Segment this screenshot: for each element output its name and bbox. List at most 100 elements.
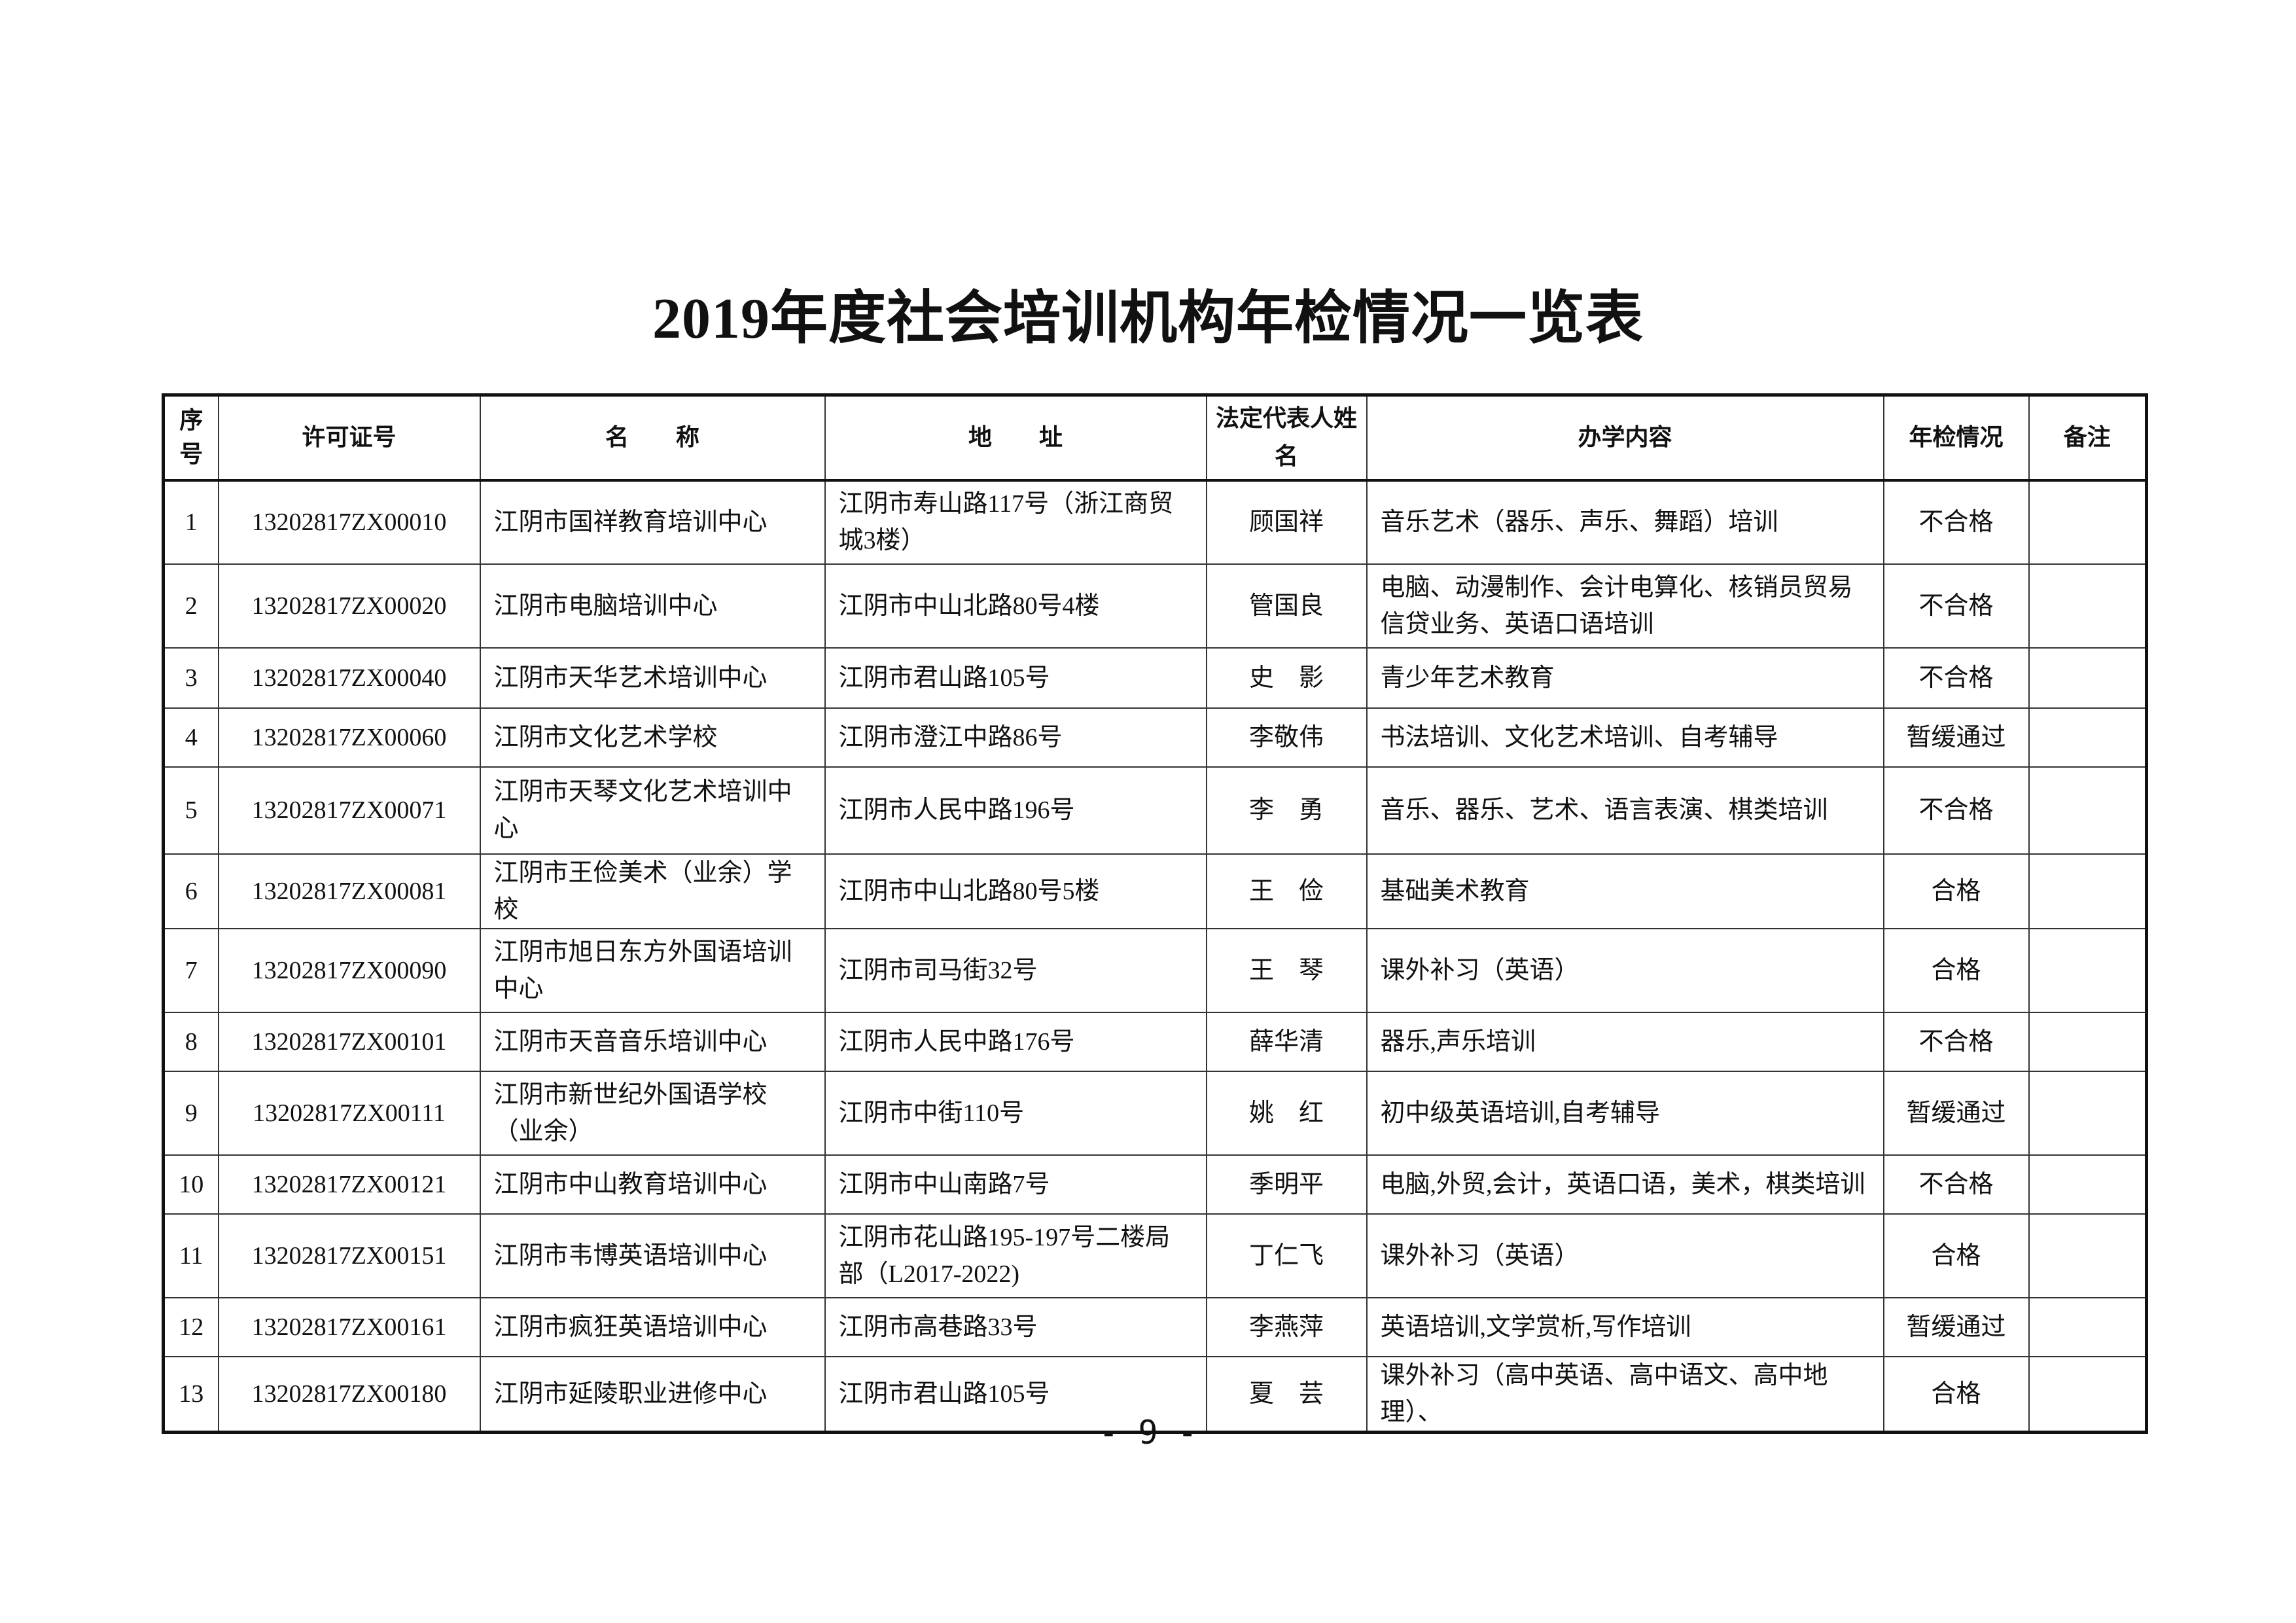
cell-license: 13202817ZX00151	[217, 1213, 481, 1298]
cell-rep: 顾国祥	[1205, 479, 1368, 565]
cell-address: 江阴市中山北路80号5楼	[824, 853, 1207, 929]
cell-content: 电脑,外贸,会计，英语口语，美术，棋类培训	[1366, 1154, 1884, 1215]
cell-name: 江阴市天琴文化艺术培训中心	[479, 766, 826, 855]
cell-license: 13202817ZX00020	[217, 563, 481, 649]
cell-name: 江阴市文化艺术学校	[479, 707, 826, 768]
cell-seq: 10	[162, 1154, 219, 1215]
cell-rep: 薛华清	[1205, 1011, 1368, 1072]
cell-remark	[2028, 563, 2147, 649]
cell-remark	[2028, 1011, 2147, 1072]
cell-address: 江阴市寿山路117号（浙江商贸城3楼）	[824, 479, 1207, 565]
cell-status: 合格	[1882, 927, 2030, 1013]
table-row: 7 13202817ZX00090 江阴市旭日东方外国语培训中心 江阴市司马街32号王…	[162, 927, 2147, 1013]
cell-license: 13202817ZX00121	[217, 1154, 481, 1215]
table-row: 8 13202817ZX00101 江阴市天音音乐培训中心 江阴市人民中路176号 薛华…	[162, 1011, 2147, 1072]
cell-seq: 1	[162, 479, 219, 565]
cell-name: 江阴市旭日东方外国语培训中心	[479, 927, 826, 1013]
cell-seq: 13	[162, 1355, 219, 1433]
cell-remark	[2028, 479, 2147, 565]
table-row: 1 13202817ZX00010 江阴市国祥教育培训中心 江阴市寿山路117号（浙江…	[162, 479, 2147, 565]
cell-license: 13202817ZX00060	[217, 707, 481, 768]
cell-address: 江阴市人民中路176号	[824, 1011, 1207, 1072]
cell-seq: 5	[162, 766, 219, 855]
cell-status: 合格	[1882, 1213, 2030, 1298]
cell-remark	[2028, 766, 2147, 855]
header-rep: 法定代表人姓 名	[1205, 394, 1381, 481]
cell-remark	[2028, 647, 2147, 709]
cell-rep: 丁仁飞	[1205, 1213, 1368, 1298]
cell-remark	[2028, 927, 2147, 1013]
table-row: 13 13202817ZX00180 江阴市延陵职业进修中心 江阴市君山路105号夏 …	[162, 1355, 2147, 1433]
header-status: 年检情况	[1882, 394, 2030, 481]
cell-seq: 9	[162, 1070, 219, 1156]
cell-rep: 李敬伟	[1205, 707, 1368, 768]
cell-rep: 季明平	[1205, 1154, 1368, 1215]
header-content: 办学内容	[1366, 394, 1884, 481]
cell-rep: 王 琴	[1205, 927, 1368, 1013]
table-row: 3 13202817ZX00040 江阴市天华艺术培训中心 江阴市君山路105号史 影…	[162, 647, 2147, 709]
cell-status: 暂缓通过	[1882, 1070, 2030, 1156]
cell-status: 不合格	[1882, 647, 2030, 709]
table-row: 9 13202817ZX00111 江阴市新世纪外国语学校（业余） 江阴市中街110号…	[162, 1070, 2147, 1156]
table-row: 4 13202817ZX00060 江阴市文化艺术学校 江阴市澄江中路86号 李敬伟 书法…	[162, 707, 2147, 768]
cell-address: 江阴市君山路105号	[824, 647, 1207, 709]
cell-remark	[2028, 1296, 2147, 1357]
cell-license: 13202817ZX00111	[217, 1070, 481, 1156]
cell-content: 基础美术教育	[1366, 853, 1884, 929]
cell-license: 13202817ZX00071	[217, 766, 481, 855]
cell-license: 13202817ZX00161	[217, 1296, 481, 1357]
cell-address: 江阴市花山路195-197号二楼局部（L2017-2022)	[824, 1213, 1207, 1298]
cell-license: 13202817ZX00180	[217, 1355, 481, 1433]
cell-seq: 2	[162, 563, 219, 649]
cell-name: 江阴市国祥教育培训中心	[479, 479, 826, 565]
cell-seq: 3	[162, 647, 219, 709]
table-row: 12 13202817ZX00161 江阴市疯狂英语培训中心 江阴市高巷路33号 李燕萍…	[162, 1296, 2147, 1357]
cell-license: 13202817ZX00040	[217, 647, 481, 709]
cell-name: 江阴市天音音乐培训中心	[479, 1011, 826, 1072]
cell-remark	[2028, 1213, 2147, 1298]
table-row: 6 13202817ZX00081 江阴市王俭美术（业余）学校 江阴市中山北路80号5…	[162, 853, 2147, 929]
cell-name: 江阴市新世纪外国语学校（业余）	[479, 1070, 826, 1156]
cell-content: 英语培训,文学赏析,写作培训	[1366, 1296, 1884, 1357]
cell-content: 音乐艺术（器乐、声乐、舞蹈）培训	[1366, 479, 1884, 565]
cell-content: 青少年艺术教育	[1366, 647, 1884, 709]
page-title: 2019年度社会培训机构年检情况一览表	[652, 287, 1644, 351]
header-seq: 序号	[162, 394, 219, 481]
cell-name: 江阴市韦博英语培训中心	[479, 1213, 826, 1298]
cell-rep: 李燕萍	[1205, 1296, 1368, 1357]
cell-name: 江阴市中山教育培训中心	[479, 1154, 826, 1215]
header-name: 名 称	[479, 394, 826, 481]
cell-name: 江阴市天华艺术培训中心	[479, 647, 826, 709]
cell-address: 江阴市人民中路196号	[824, 766, 1207, 855]
cell-address: 江阴市高巷路33号	[824, 1296, 1207, 1357]
table-row: 5 13202817ZX00071 江阴市天琴文化艺术培训中心 江阴市人民中路196号…	[162, 766, 2147, 855]
cell-rep: 王 俭	[1205, 853, 1368, 929]
cell-status: 暂缓通过	[1882, 1296, 2030, 1357]
cell-seq: 12	[162, 1296, 219, 1357]
cell-content: 课外补习（高中英语、高中语文、高中地理）、	[1366, 1355, 1884, 1433]
header-license: 许可证号	[217, 394, 481, 481]
page-number: - 9 -	[1099, 1414, 1197, 1452]
cell-seq: 8	[162, 1011, 219, 1072]
cell-remark	[2028, 1154, 2147, 1215]
cell-status: 合格	[1882, 1355, 2030, 1433]
cell-seq: 11	[162, 1213, 219, 1298]
cell-content: 课外补习（英语）	[1366, 927, 1884, 1013]
cell-rep: 夏 芸	[1205, 1355, 1368, 1433]
cell-content: 电脑、动漫制作、会计电算化、核销员贸易信贷业务、英语口语培训	[1366, 563, 1884, 649]
cell-license: 13202817ZX00090	[217, 927, 481, 1013]
table-row: 2 13202817ZX00020 江阴市电脑培训中心 江阴市中山北路80号4楼 管国良…	[162, 563, 2147, 649]
table-header-row: 序号 许可证号 名 称 地 址 法定代表人姓 名 办学内容 年检情况 备注	[162, 394, 2147, 481]
cell-remark	[2028, 1070, 2147, 1156]
cell-name: 江阴市王俭美术（业余）学校	[479, 853, 826, 929]
cell-rep: 姚 红	[1205, 1070, 1368, 1156]
cell-content: 器乐,声乐培训	[1366, 1011, 1884, 1072]
header-remark: 备注	[2028, 394, 2147, 481]
cell-name: 江阴市延陵职业进修中心	[479, 1355, 826, 1433]
cell-content: 书法培训、文化艺术培训、自考辅导	[1366, 707, 1884, 768]
cell-status: 不合格	[1882, 766, 2030, 855]
cell-content: 初中级英语培训,自考辅导	[1366, 1070, 1884, 1156]
table-row: 11 13202817ZX00151 江阴市韦博英语培训中心 江阴市花山路195-19…	[162, 1213, 2147, 1298]
cell-address: 江阴市中山南路7号	[824, 1154, 1207, 1215]
cell-remark	[2028, 707, 2147, 768]
